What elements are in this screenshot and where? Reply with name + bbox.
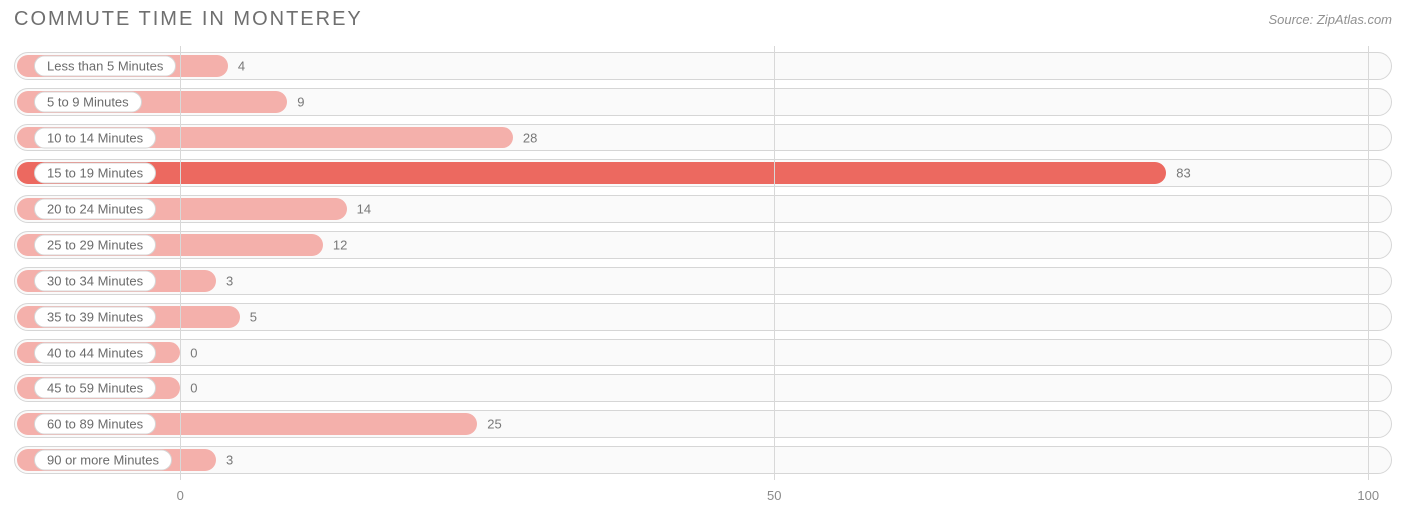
value-label: 14 [357,202,371,217]
value-label: 83 [1176,166,1190,181]
bar-track [14,446,1392,474]
chart-source: Source: ZipAtlas.com [1268,12,1392,27]
x-tick-label: 50 [767,488,781,503]
chart-title: COMMUTE TIME IN MONTEREY [14,8,363,31]
value-label: 3 [226,273,233,288]
bar-track [14,374,1392,402]
category-label: 40 to 44 Minutes [34,342,156,363]
x-tick-label: 100 [1357,488,1379,503]
bar-row: Less than 5 Minutes 4 [14,52,1392,80]
category-label: 5 to 9 Minutes [34,91,142,112]
value-label: 5 [250,309,257,324]
value-label: 28 [523,130,537,145]
category-label: 15 to 19 Minutes [34,163,156,184]
gridline [774,46,775,480]
value-label: 4 [238,58,245,73]
bar-row: 45 to 59 Minutes 0 [14,374,1392,402]
gridline [1368,46,1369,480]
bar-row: 35 to 39 Minutes 5 [14,303,1392,331]
category-label: 45 to 59 Minutes [34,378,156,399]
plot-area: Less than 5 Minutes 4 5 to 9 Minutes 9 10 to… [14,46,1392,480]
x-tick-label: 0 [177,488,184,503]
bar-row: 90 or more Minutes 3 [14,446,1392,474]
gridline [180,46,181,480]
value-label: 25 [487,417,501,432]
bars-container: Less than 5 Minutes 4 5 to 9 Minutes 9 10 to… [14,46,1392,480]
category-label: 25 to 29 Minutes [34,235,156,256]
category-label: 20 to 24 Minutes [34,199,156,220]
category-label: 35 to 39 Minutes [34,306,156,327]
bar-row: 5 to 9 Minutes 9 [14,88,1392,116]
bar-row: 40 to 44 Minutes 0 [14,339,1392,367]
bar-row: 25 to 29 Minutes 12 [14,231,1392,259]
value-label: 0 [190,381,197,396]
value-label: 9 [297,94,304,109]
bar-track [14,267,1392,295]
bar-track [14,339,1392,367]
value-label: 12 [333,238,347,253]
bar-row: 60 to 89 Minutes 25 [14,410,1392,438]
bar-fill [17,162,1166,184]
category-label: 30 to 34 Minutes [34,270,156,291]
bar-row: 20 to 24 Minutes 14 [14,195,1392,223]
x-axis: 0 50 100 [14,486,1392,506]
bar-row: 15 to 19 Minutes 83 [14,159,1392,187]
bar-row: 30 to 34 Minutes 3 [14,267,1392,295]
value-label: 3 [226,453,233,468]
category-label: 10 to 14 Minutes [34,127,156,148]
category-label: 90 or more Minutes [34,450,172,471]
bar-row: 10 to 14 Minutes 28 [14,124,1392,152]
category-label: 60 to 89 Minutes [34,414,156,435]
value-label: 0 [190,345,197,360]
category-label: Less than 5 Minutes [34,55,176,76]
commute-time-chart: COMMUTE TIME IN MONTEREY Source: ZipAtla… [0,0,1406,524]
